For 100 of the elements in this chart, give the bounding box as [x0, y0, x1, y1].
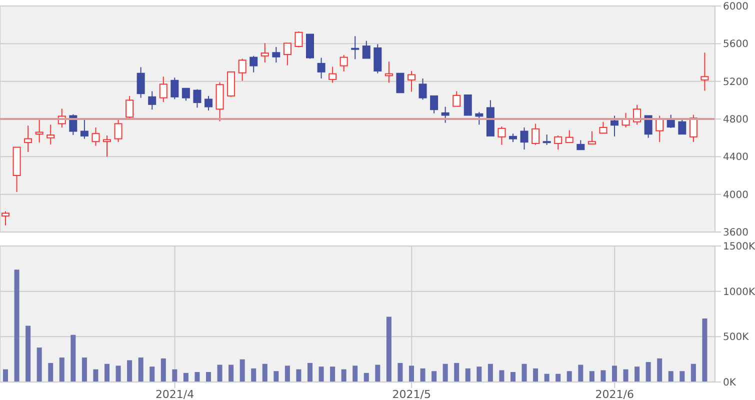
candlestick: [576, 140, 585, 150]
candlestick: [170, 77, 179, 100]
candlestick: [238, 58, 246, 82]
candlestick: [294, 30, 303, 48]
y-tick-label: 3600: [723, 228, 748, 239]
candlestick: [520, 126, 528, 150]
bar: [623, 369, 628, 382]
candlestick: [193, 88, 202, 108]
bar: [510, 372, 516, 382]
candlestick: [554, 134, 562, 150]
candlestick: [24, 125, 32, 152]
candlestick: [2, 210, 10, 226]
candlestick: [260, 42, 269, 63]
bar: [680, 371, 685, 382]
bar: [578, 364, 584, 382]
y-tick-label: 1000K: [723, 286, 755, 298]
bar: [240, 359, 245, 382]
candlestick: [588, 130, 596, 144]
bar: [251, 368, 256, 382]
bar: [454, 362, 460, 382]
bar: [160, 358, 166, 382]
bar: [488, 364, 493, 382]
candlestick: [362, 40, 370, 59]
bar: [194, 372, 200, 382]
candlestick: [92, 126, 100, 146]
bar: [82, 358, 87, 382]
candlestick: [272, 46, 280, 63]
bar: [499, 370, 504, 382]
candlestick: [418, 78, 427, 100]
y-tick-label: 5600: [723, 39, 748, 50]
candlestick: [340, 54, 348, 72]
bar: [206, 372, 211, 382]
bar: [690, 364, 696, 382]
bar: [612, 366, 617, 382]
bar: [217, 364, 222, 382]
candlestick: [328, 66, 337, 84]
candlestick: [700, 52, 709, 92]
x-tick-label: 2021/4: [155, 388, 194, 400]
bar: [522, 364, 527, 382]
bar: [589, 371, 594, 382]
bar: [533, 368, 538, 382]
bar: [566, 371, 572, 382]
bar: [668, 371, 674, 382]
bar: [296, 369, 302, 382]
candlestick: [250, 55, 258, 73]
candlestick: [306, 34, 314, 60]
bar: [274, 371, 279, 382]
bar: [3, 369, 8, 382]
bar: [318, 366, 324, 382]
bar: [59, 358, 64, 382]
bar: [262, 364, 268, 382]
y-tick-label: 1500K: [723, 242, 755, 253]
x-tick-label: 2021/5: [392, 388, 431, 400]
bar: [93, 369, 98, 382]
bar: [386, 316, 392, 382]
candlestick: [351, 36, 360, 60]
y-tick-label: 4000: [723, 190, 748, 201]
y-tick-label: 4800: [723, 114, 748, 126]
candlestick: [565, 130, 574, 144]
bar: [138, 358, 144, 382]
candlestick: [441, 106, 450, 124]
y-tick-label: 500K: [723, 332, 750, 344]
candlestick: [689, 114, 698, 143]
bar: [544, 374, 550, 382]
y-tick-label: 6000: [723, 2, 748, 13]
bar: [364, 372, 369, 382]
bar: [36, 348, 42, 382]
y-tick-label: 0K: [723, 378, 736, 389]
candlestick: [103, 134, 111, 158]
candlestick: [498, 126, 506, 146]
candlestick: [374, 44, 382, 74]
y-tick-label: 4400: [723, 152, 748, 164]
bar: [341, 369, 346, 382]
bar: [408, 366, 414, 382]
bar: [228, 364, 234, 382]
bar: [556, 374, 561, 382]
candlestick: [384, 61, 393, 84]
candlestick: [532, 123, 540, 146]
candlestick: [464, 94, 472, 116]
candlestick: [182, 87, 190, 102]
candlestick: [610, 115, 618, 137]
candlestick: [159, 76, 168, 103]
bar: [172, 369, 178, 382]
candlestick: [136, 66, 145, 98]
candlestick: [599, 121, 608, 134]
candlestick: [475, 111, 484, 126]
bar: [183, 372, 188, 382]
bar: [465, 368, 470, 382]
candlestick: [430, 95, 438, 114]
candlestick: [407, 70, 416, 92]
bar: [104, 364, 110, 382]
bar: [352, 366, 358, 382]
bar: [420, 368, 426, 382]
bar: [150, 366, 155, 382]
candlestick: [452, 90, 461, 107]
candlestick: [283, 42, 292, 66]
candlestick: [126, 95, 134, 120]
bar: [398, 362, 403, 382]
candlestick: [35, 119, 44, 144]
candlestick: [678, 118, 686, 135]
